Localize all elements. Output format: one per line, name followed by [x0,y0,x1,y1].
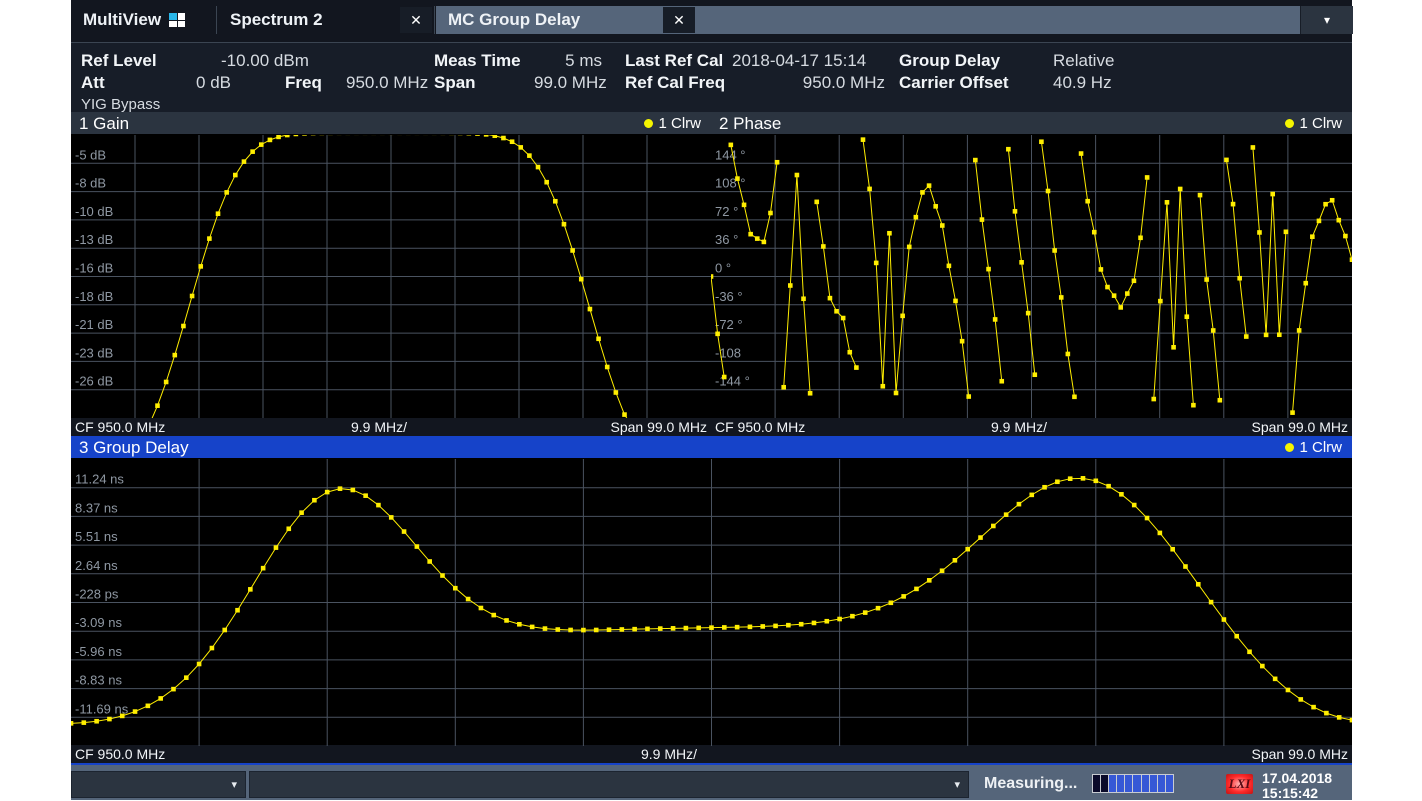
svg-text:5.51 ns: 5.51 ns [75,529,118,544]
svg-text:-5.96 ns: -5.96 ns [75,644,122,659]
svg-text:2.64 ns: 2.64 ns [75,558,118,573]
svg-text:-18 dB: -18 dB [75,289,113,304]
svg-text:0 °: 0 ° [715,261,731,276]
svg-text:144 °: 144 ° [715,147,746,162]
svg-text:108 °: 108 ° [715,176,746,191]
svg-text:72 °: 72 ° [715,204,738,219]
svg-text:-36 °: -36 ° [715,289,743,304]
svg-text:-21 dB: -21 dB [75,317,113,332]
svg-text:-8.83 ns: -8.83 ns [75,673,122,688]
svg-text:-3.09 ns: -3.09 ns [75,615,122,630]
svg-text:-13 dB: -13 dB [75,232,113,247]
svg-text:-10 dB: -10 dB [75,204,113,219]
svg-text:11.24 ns: 11.24 ns [75,472,124,487]
svg-text:-26 dB: -26 dB [75,374,113,389]
svg-text:36 °: 36 ° [715,232,738,247]
svg-text:-228 ps: -228 ps [75,587,119,602]
svg-text:-23 dB: -23 dB [75,345,113,360]
svg-text:-144 °: -144 ° [715,374,750,389]
svg-text:-16 dB: -16 dB [75,261,113,276]
svg-text:-8 dB: -8 dB [75,176,106,191]
svg-text:-108: -108 [715,345,741,360]
svg-text:8.37 ns: 8.37 ns [75,500,118,515]
svg-text:-72 °: -72 ° [715,317,743,332]
svg-text:-5 dB: -5 dB [75,147,106,162]
